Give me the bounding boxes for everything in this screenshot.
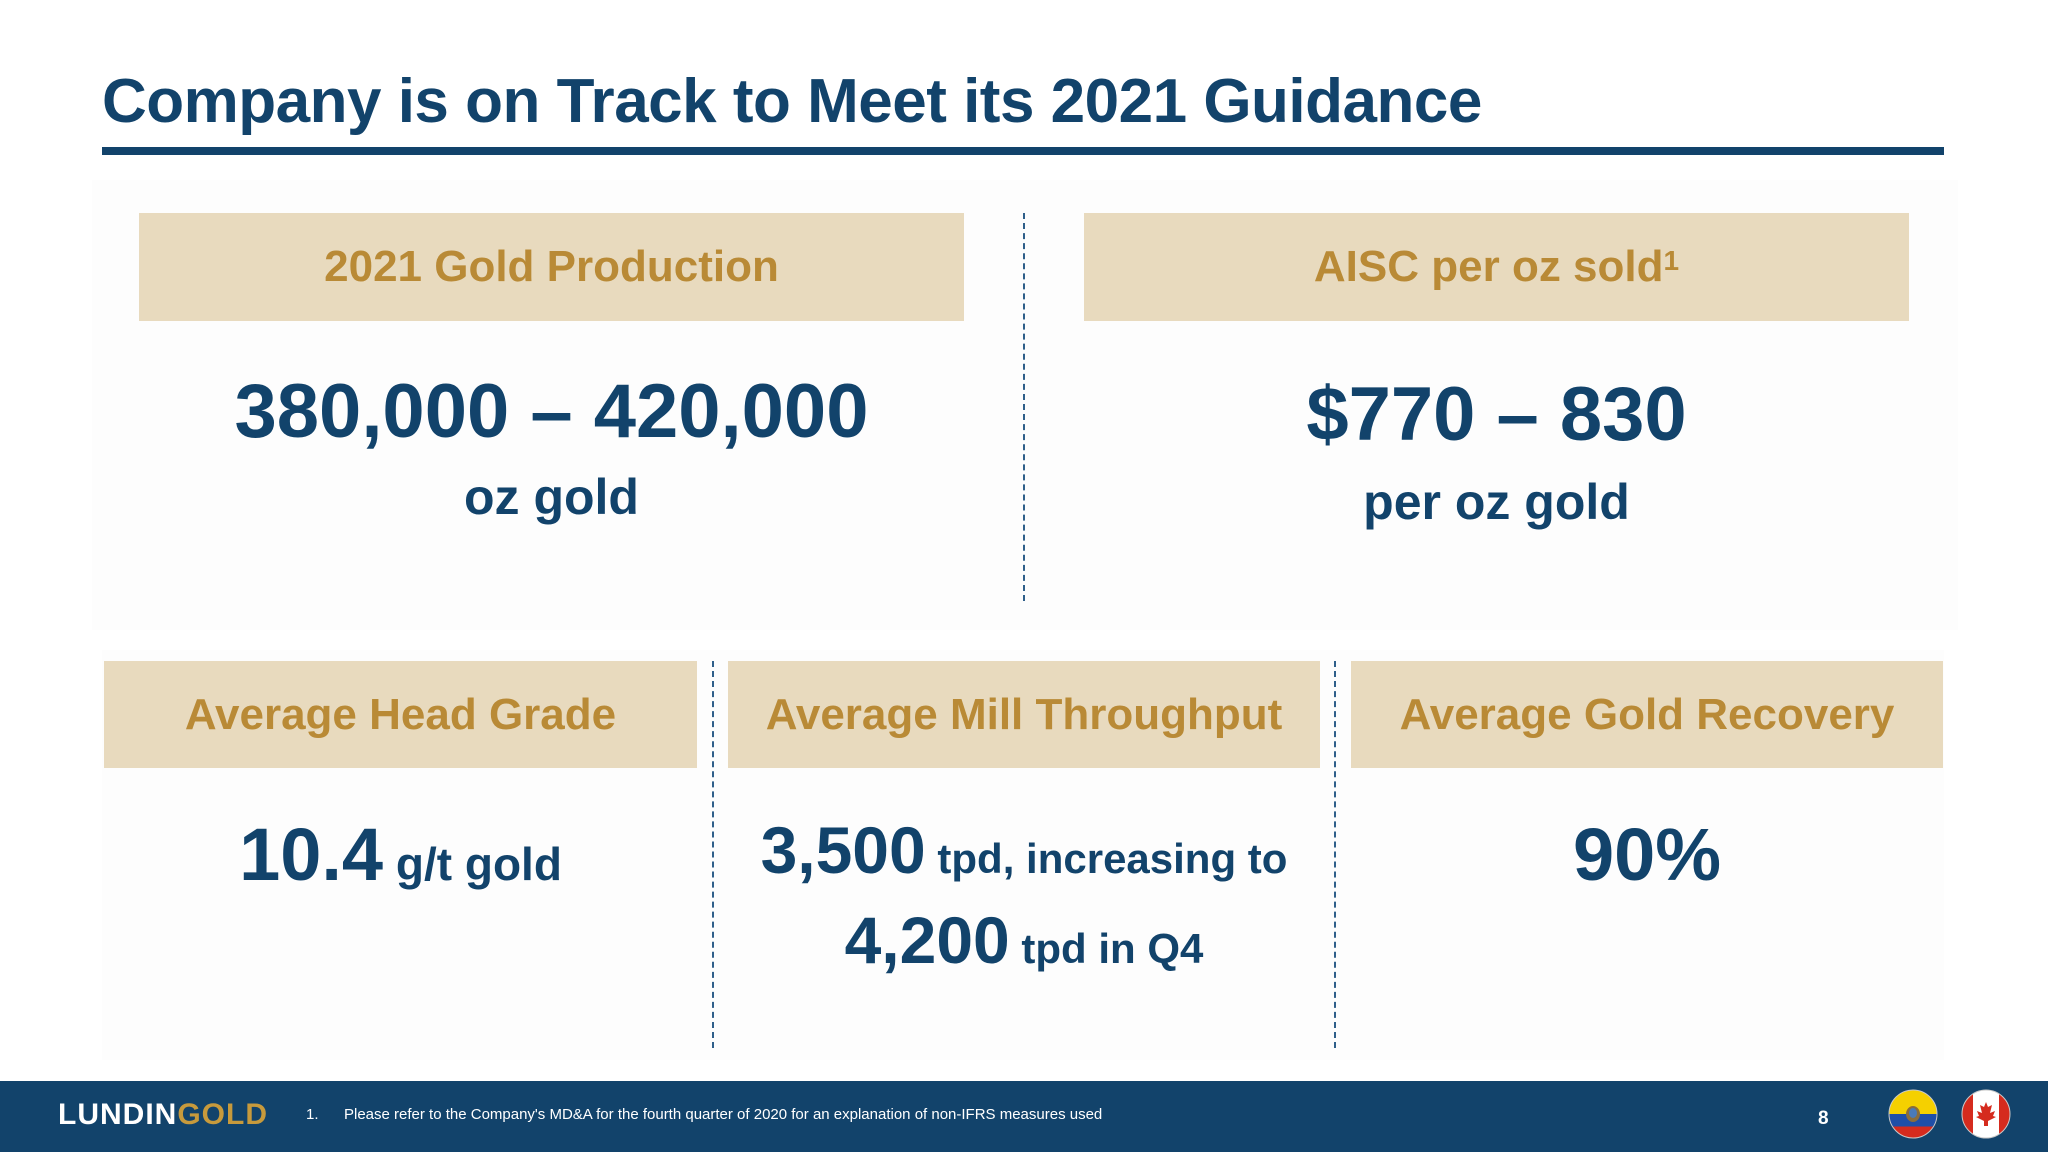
lundin-gold-logo: LUNDINGOLD xyxy=(58,1098,268,1132)
head-grade-label: Average Head Grade xyxy=(184,689,617,739)
title-underline xyxy=(102,147,1944,155)
bottom-divider-left xyxy=(712,661,714,1048)
aisc-value: $770 – 830 xyxy=(1306,372,1687,457)
bottom-divider-right xyxy=(1334,661,1336,1048)
aisc-unit: per oz gold xyxy=(1363,474,1630,530)
aisc-label: AISC per oz sold xyxy=(1313,242,1664,291)
head-grade-value: 10.4 xyxy=(239,813,384,896)
mill-throughput-unit2: tpd in Q4 xyxy=(1009,925,1204,972)
aisc-header: AISC per oz sold 1 xyxy=(1084,213,1909,321)
slide-title: Company is on Track to Meet its 2021 Gui… xyxy=(102,67,1482,136)
recovery-header: Average Gold Recovery xyxy=(1351,661,1943,768)
production-label: 2021 Gold Production xyxy=(324,242,779,291)
mill-throughput-label: Average Mill Throughput xyxy=(765,689,1283,739)
page-number: 8 xyxy=(1818,1108,1829,1129)
production-unit: oz gold xyxy=(464,469,639,525)
mill-throughput-unit1: tpd, increasing to xyxy=(925,835,1288,882)
head-grade-header: Average Head Grade xyxy=(104,661,697,768)
logo-gold: GOLD xyxy=(177,1098,268,1131)
top-divider xyxy=(1023,213,1025,601)
logo-lundin: LUNDIN xyxy=(58,1098,178,1131)
head-grade-value-line: 10.4 g/t gold xyxy=(104,812,697,897)
production-header: 2021 Gold Production xyxy=(139,213,964,321)
mill-throughput-header: Average Mill Throughput xyxy=(728,661,1320,768)
mill-throughput-line2: 4,200 tpd in Q4 xyxy=(700,902,1348,978)
head-grade-unit: g/t gold xyxy=(383,838,562,890)
recovery-label: Average Gold Recovery xyxy=(1399,689,1895,739)
footnote-number: 1. xyxy=(306,1106,319,1123)
canada-flag-icon xyxy=(1961,1089,2011,1139)
mill-throughput-value2: 4,200 xyxy=(844,903,1010,977)
footnote-text: Please refer to the Company's MD&A for t… xyxy=(344,1106,1103,1123)
mill-throughput-line1: 3,500 tpd, increasing to xyxy=(700,812,1348,888)
ecuador-flag-icon xyxy=(1888,1089,1938,1139)
recovery-value: 90% xyxy=(1572,813,1722,896)
mill-throughput-value1: 3,500 xyxy=(760,813,926,887)
footer-bar xyxy=(0,1081,2048,1152)
aisc-footnote-marker: 1 xyxy=(1663,245,1680,276)
production-value: 380,000 – 420,000 xyxy=(234,369,869,454)
